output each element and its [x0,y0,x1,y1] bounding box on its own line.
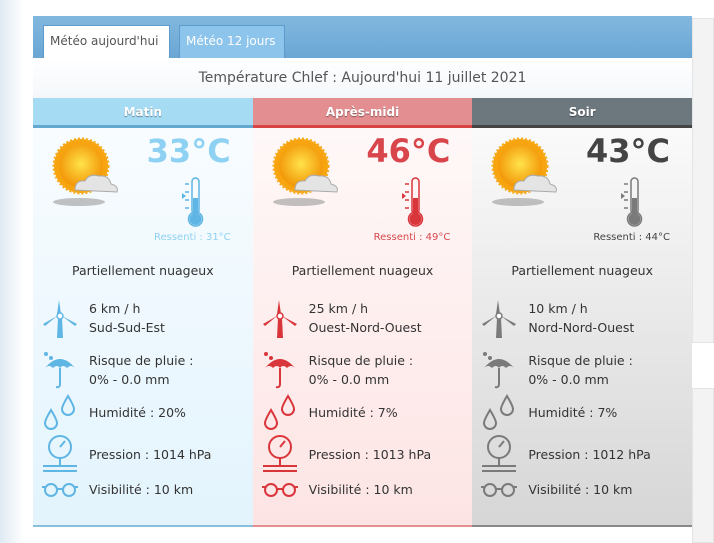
period-header: Matin [33,98,253,128]
humidity-row: Humidité : 7% [480,392,617,432]
page-title: Température Chlef : Aujourd'hui 11 juill… [33,58,692,98]
period-column: Après-midi 46°C Ressenti : 49°C Partiell… [252,98,473,530]
side-panel [692,18,714,343]
partly-cloudy-icon [272,137,338,206]
pressure-gauge-icon [262,435,297,472]
wind-speed: 10 km / h [528,301,588,316]
feels-like: Ressenti : 44°C [593,232,671,243]
rain-row: Risque de pluie : 0% - 0.0 mm [41,350,193,390]
umbrella-rain-icon [44,352,75,389]
period-header: Après-midi [252,98,473,128]
tab-12-days[interactable]: Météo 12 jours [179,25,285,58]
humidity: Humidité : 20% [89,404,186,420]
umbrella-rain-icon [483,352,515,389]
rain-row: Risque de pluie : 0% - 0.0 mm [480,350,633,390]
rain-label: Risque de pluie : [528,353,633,368]
page-background [0,0,24,543]
humidity-row: Humidité : 20% [41,392,186,432]
visibility: Visibilité : 10 km [528,482,633,497]
weather-panel: Météo aujourd'hui Météo 12 jours Tempéra… [33,16,693,530]
thermometer-icon [621,177,643,227]
wind-speed: 6 km / h [89,301,141,316]
tab-today[interactable]: Météo aujourd'hui [43,25,170,58]
visibility: Visibilité : 10 km [89,482,194,497]
weather-condition: Partiellement nuageux [291,263,434,278]
rain-label: Risque de pluie : [308,353,414,368]
glasses-icon [481,482,518,497]
wind-direction: Ouest-Nord-Ouest [308,320,422,335]
feels-like: Ressenti : 49°C [373,232,451,243]
pressure-gauge-icon [43,435,77,472]
period-body: 46°C Ressenti : 49°C Partiellement nuage… [252,128,473,527]
rain-row: Risque de pluie : 0% - 0.0 mm [261,350,413,390]
temperature: 43°C [586,132,671,170]
period-body: 43°C Ressenti : 44°C Partiellement nuage… [472,128,693,527]
wind-turbine-icon [262,300,297,338]
wind-row: 25 km / h Ouest-Nord-Ouest [261,298,422,338]
feels-like: Ressenti : 31°C [153,232,231,243]
pressure: Pression : 1013 hPa [308,446,432,462]
water-drops-icon [483,394,515,430]
period-column: Matin 33°C Ressenti : 31°C Partiellement… [33,98,253,530]
glasses-icon [42,482,78,497]
pressure: Pression : 1012 hPa [528,446,651,462]
humidity: Humidité : 7% [308,404,398,420]
period-header: Soir [472,98,693,128]
weather-condition: Partiellement nuageux [72,263,214,278]
water-drops-icon [263,394,295,430]
wind-row: 10 km / h Nord-Nord-Ouest [480,298,634,338]
thermometer-icon [401,177,423,227]
visibility-row: Visibilité : 10 km [480,480,632,499]
side-panel [692,388,714,543]
pressure-row: Pression : 1014 hPa [41,434,211,474]
visibility-row: Visibilité : 10 km [261,480,413,499]
wind-speed: 25 km / h [308,301,369,316]
pressure-row: Pression : 1012 hPa [480,434,651,474]
rain-value: 0% - 0.0 mm [308,372,390,387]
pressure-row: Pression : 1013 hPa [261,434,431,474]
humidity: Humidité : 7% [528,404,618,420]
period-column: Soir 43°C Ressenti : 44°C Partiellement … [472,98,693,530]
partly-cloudy-icon [52,137,118,206]
water-drops-icon [43,394,76,430]
period-body: 33°C Ressenti : 31°C Partiellement nuage… [33,128,253,527]
visibility: Visibilité : 10 km [308,482,413,497]
weather-condition: Partiellement nuageux [511,263,653,278]
wind-row: 6 km / h Sud-Sud-Est [41,298,165,338]
rain-value: 0% - 0.0 mm [89,372,170,387]
humidity-row: Humidité : 7% [261,392,398,432]
visibility-row: Visibilité : 10 km [41,480,193,499]
rain-label: Risque de pluie : [89,353,194,368]
partly-cloudy-icon [491,137,558,206]
thermometer-icon [182,177,204,227]
pressure: Pression : 1014 hPa [89,446,212,462]
glasses-icon [261,482,298,497]
wind-turbine-icon [482,300,517,338]
tab-bar: Météo aujourd'hui Météo 12 jours [33,16,692,58]
rain-value: 0% - 0.0 mm [528,372,609,387]
wind-turbine-icon [43,300,77,338]
wind-direction: Sud-Sud-Est [89,320,165,335]
pressure-gauge-icon [482,435,517,472]
wind-direction: Nord-Nord-Ouest [528,320,635,335]
temperature: 46°C [366,132,451,170]
temperature: 33°C [146,132,231,170]
umbrella-rain-icon [263,352,295,389]
